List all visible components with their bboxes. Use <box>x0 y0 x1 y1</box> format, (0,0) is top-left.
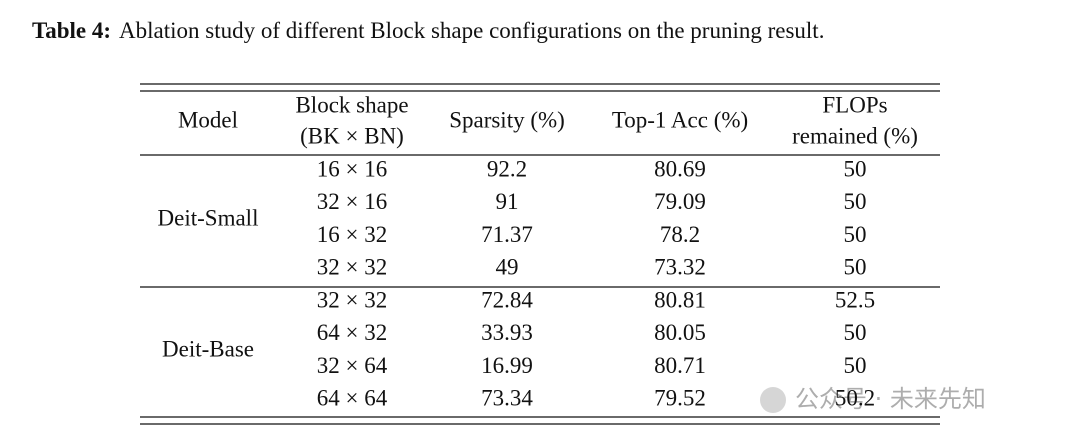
header-cell: Block shape <box>295 92 408 117</box>
table-cell: 91 <box>496 189 519 214</box>
table-cell: 72.84 <box>481 287 533 312</box>
table-cell: 50 <box>844 320 867 345</box>
table-cell: 50 <box>844 156 867 181</box>
header-cell: Top-1 Acc (%) <box>612 107 748 132</box>
watermark-icon <box>760 387 786 413</box>
table-cell: 16.99 <box>481 353 533 378</box>
header-cell: Sparsity (%) <box>449 107 565 132</box>
table-cell: 32 × 32 <box>317 255 387 280</box>
table-cell: 78.2 <box>660 222 700 247</box>
table-cell: 64 × 64 <box>317 386 388 411</box>
table-cell: 80.69 <box>654 156 706 181</box>
table-cell: 64 × 32 <box>317 320 387 345</box>
caption-label: Table 4: <box>32 18 111 43</box>
header-cell: Model <box>178 107 238 132</box>
header-cell: FLOPs <box>822 92 887 117</box>
table-cell: 79.09 <box>654 189 706 214</box>
table-cell: 79.52 <box>654 386 706 411</box>
table-cell: 32 × 64 <box>317 353 388 378</box>
table-cell: 49 <box>496 255 519 280</box>
header-cell: (BK × BN) <box>300 123 404 148</box>
table-cell: 80.81 <box>654 287 706 312</box>
table-cell: 71.37 <box>481 222 533 247</box>
table-cell: 50 <box>844 222 867 247</box>
table-cell: 50 <box>844 353 867 378</box>
table-cell: 73.34 <box>481 386 533 411</box>
model-cell: Deit-Base <box>162 336 254 361</box>
model-cell: Deit-Small <box>158 205 259 230</box>
table-cell: 52.5 <box>835 287 875 312</box>
table-cell: 73.32 <box>654 255 706 280</box>
header-cell: remained (%) <box>792 123 918 148</box>
table-cell: 50 <box>844 189 867 214</box>
table-cell: 32 × 32 <box>317 287 387 312</box>
caption: Table 4: Ablation study of different Bloc… <box>32 18 824 43</box>
watermark: 公众号 · 未来先知 <box>795 385 986 413</box>
table-cell: 16 × 32 <box>317 222 387 247</box>
table-cell: 50.2 <box>835 386 875 411</box>
table-cell: 16 × 16 <box>317 156 387 181</box>
table-cell: 92.2 <box>487 156 527 181</box>
table-cell: 80.71 <box>654 353 706 378</box>
table-cell: 32 × 16 <box>317 189 387 214</box>
table-cell: 50 <box>844 255 867 280</box>
table-cell: 80.05 <box>654 320 706 345</box>
caption-text: Ablation study of different Block shape … <box>119 18 824 43</box>
table-cell: 33.93 <box>481 320 533 345</box>
